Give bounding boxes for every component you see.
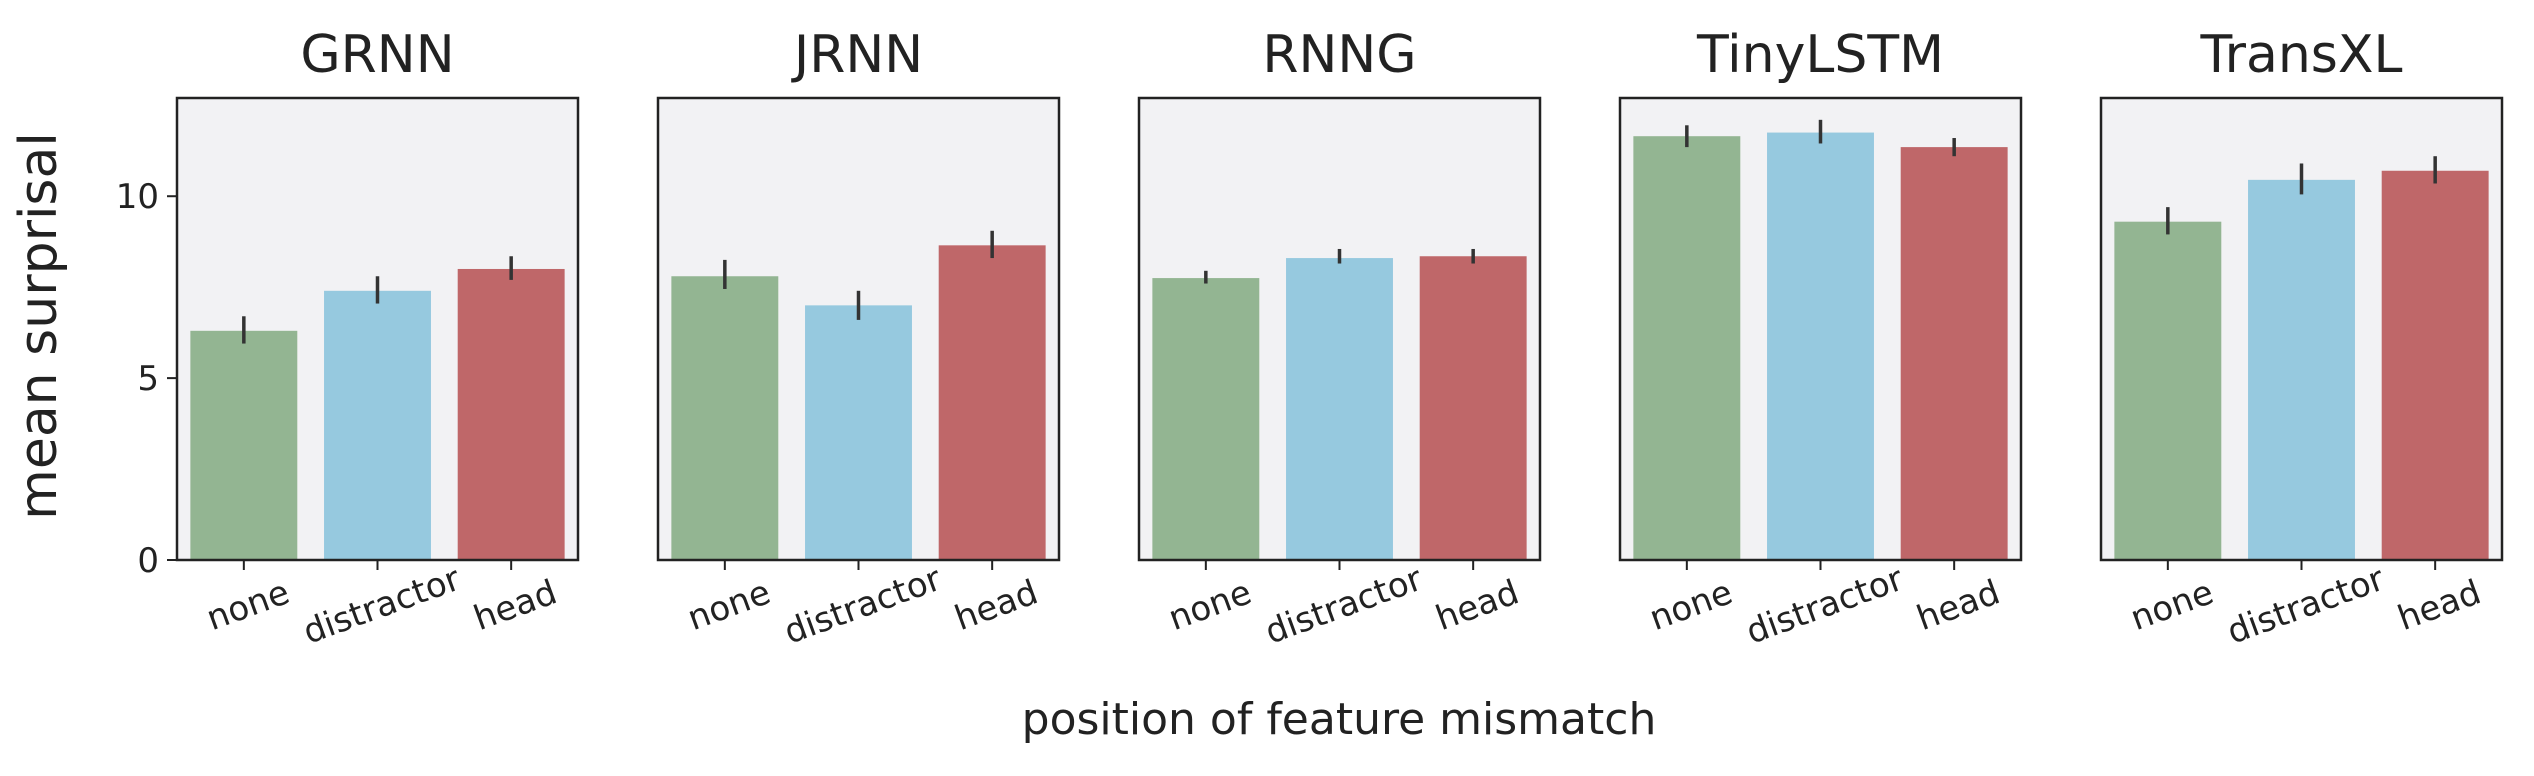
x-tick-label: none (682, 572, 775, 639)
bar-head (1900, 147, 2008, 560)
panel-rnng: RNNG none distractor head (1137, 25, 1542, 653)
x-tick-label: distractor (779, 559, 947, 653)
y-tick-label: 10 (116, 177, 159, 217)
bar-distractor (1767, 132, 1874, 560)
panel-tinylstm: TinyLSTM none distractor head (1618, 25, 2023, 653)
y-axis-label: mean surprisal (9, 132, 69, 520)
panel-title: TransXL (2199, 25, 2402, 85)
bar-head (2381, 170, 2489, 560)
x-tick-label: head (950, 572, 1043, 639)
x-tick-label: head (1431, 572, 1524, 639)
x-tick-label: none (2125, 572, 2218, 639)
bar-distractor (324, 290, 431, 560)
bar-head (457, 268, 565, 560)
x-axis-label: position of feature mismatch (1022, 694, 1657, 745)
panel-transxl: TransXL none distractor head (2099, 25, 2504, 653)
bar-distractor (1286, 258, 1393, 560)
panel-frame (656, 96, 1061, 562)
bar-none (190, 330, 298, 560)
bar-head (938, 245, 1046, 561)
x-tick-label: head (1912, 572, 2005, 639)
x-tick-label: head (469, 572, 562, 639)
bar-distractor (805, 305, 912, 560)
panel-title: GRNN (300, 25, 454, 85)
bar-head (1419, 256, 1527, 560)
x-tick-label: head (2393, 572, 2486, 639)
x-tick-label: none (201, 572, 294, 639)
panel-frame (1137, 96, 1542, 562)
x-tick-label: distractor (298, 559, 466, 653)
bar-none (671, 276, 779, 560)
panel-title: TinyLSTM (1696, 25, 1944, 85)
bar-none (2114, 221, 2222, 560)
panel-grnn: GRNN none distractor head 0 5 10 (116, 25, 580, 653)
x-tick-label: distractor (1260, 559, 1428, 653)
panel-title: RNNG (1262, 25, 1416, 85)
panel-title: JRNN (791, 25, 923, 85)
bar-none (1152, 278, 1260, 560)
y-tick-label: 0 (137, 541, 159, 581)
x-tick-label: distractor (1741, 559, 1909, 653)
x-tick-label: distractor (2222, 559, 2390, 653)
y-tick-label: 5 (137, 359, 159, 399)
bar-none (1633, 136, 1741, 561)
x-tick-label: none (1163, 572, 1256, 639)
panel-jrnn: JRNN none distractor head (656, 25, 1061, 653)
panel-frame (175, 96, 580, 562)
panel-frame (1618, 96, 2023, 562)
x-tick-label: none (1644, 572, 1737, 639)
bar-distractor (2248, 179, 2355, 560)
panel-frame (2099, 96, 2504, 562)
